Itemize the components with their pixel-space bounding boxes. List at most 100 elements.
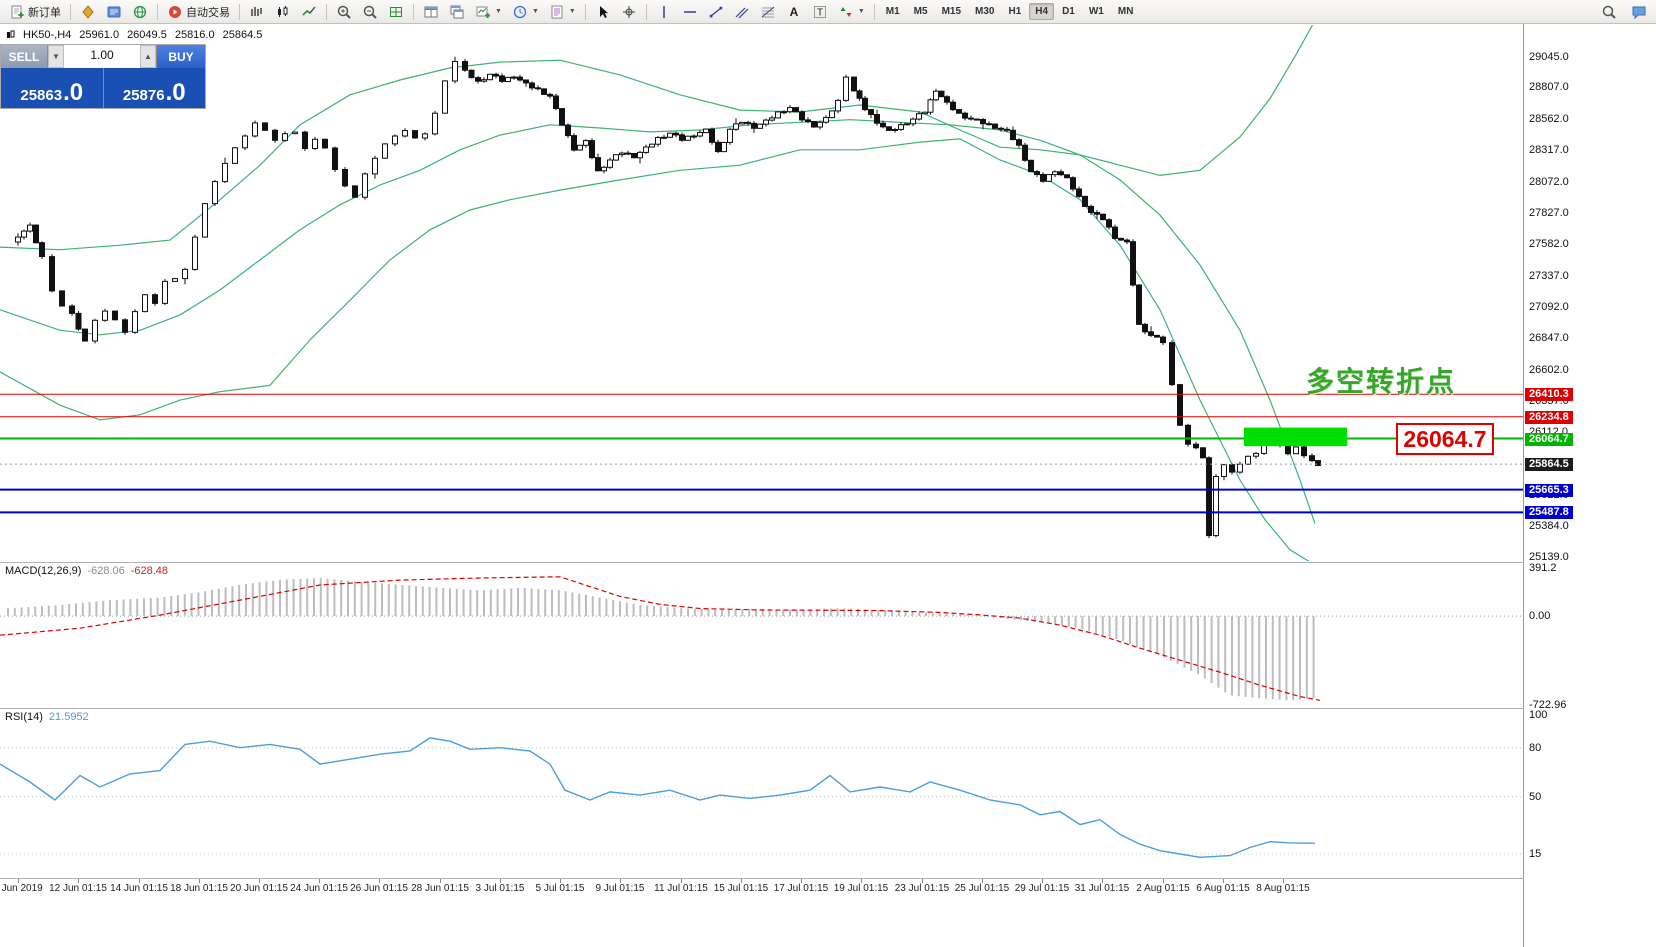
toolbar-separator [326,3,327,20]
time-axis-label: 25 Jul 01:15 [954,883,1010,894]
lot-size-value[interactable]: 1.00 [90,48,114,62]
highlight-rectangle[interactable] [1244,427,1347,447]
arrange-cascade-button[interactable] [445,1,469,23]
price-axis-label: 27092.0 [1529,301,1569,313]
line-chart-mode-button[interactable] [297,1,321,23]
price-axis[interactable]: 29045.0 28807.0 28562.0 28317.0 28072.0 27827… [1524,24,1656,947]
market-watch-button[interactable] [128,1,152,23]
arrange-tile-button[interactable] [419,1,443,23]
symbol-period-label: HK50-,H4 [23,29,72,41]
price-axis-label: 28562.0 [1529,112,1569,125]
timeframe-m5-button[interactable]: M5 [913,6,928,17]
timeframe-mn-button[interactable]: MN [1117,6,1134,17]
fibonacci-tool-button[interactable] [756,1,780,23]
toolbar-separator [413,3,414,20]
trendline-tool-button[interactable] [704,1,728,23]
time-axis-label: 14 Jun 01:15 [110,883,168,894]
lot-decrease-button[interactable]: ▼ [48,45,64,68]
autotrading-button-label: 自动交易 [186,6,230,19]
autotrading-button[interactable]: 自动交易 [163,1,234,23]
terminal-button[interactable] [102,1,126,23]
timeframe-m30-button[interactable]: M30 [975,6,995,17]
timeframe-m15-button[interactable]: M15 [941,6,962,17]
price-axis-label: 50 [1529,790,1542,803]
price-axis-label: 80 [1529,741,1542,754]
sell-button[interactable]: SELL [1,45,48,68]
time-axis-label: 12 Jun 01:15 [49,883,107,894]
timeframe-d1-button[interactable]: D1 [1062,6,1075,17]
price-tag[interactable]: 26234.8 [1525,410,1573,424]
time-axis-label: 18 Jun 01:15 [170,883,228,894]
time-axis-label: 31 Jul 01:15 [1074,883,1130,894]
price-tag[interactable]: 25487.8 [1525,506,1573,520]
arrows-tool-button[interactable]: ▼ [834,1,869,23]
chevron-down-icon[interactable]: ▼ [495,8,502,15]
timeframe-h1-button[interactable]: H1 [1008,6,1022,17]
chevron-down-icon[interactable]: ▼ [857,8,865,15]
time-axis-label: 28 Jun 01:15 [411,883,469,894]
price-tag[interactable]: 26410.3 [1525,388,1573,402]
vertical-line-tool-button[interactable] [652,1,676,23]
time-tick [922,879,923,883]
hline-icon [683,10,696,13]
sell-price-frac: .0 [63,79,84,106]
linechart-icon [302,6,316,16]
price-tag[interactable]: 26064.7 [1525,432,1573,446]
time-tick [1223,879,1224,883]
buy-button[interactable]: BUY [156,45,205,68]
ohlc-open: 25961.0 [79,29,120,41]
chevron-down-icon[interactable]: ▼ [568,8,576,15]
price-axis-label: 26602.0 [1529,363,1569,376]
new-order-button[interactable]: 新订单 [5,1,65,23]
indicators-button[interactable]: ▼ [545,1,580,23]
sell-price[interactable]: 25863 .0 [1,68,104,108]
channel-icon [735,7,749,18]
lot-increase-button[interactable]: ▲ [140,45,156,68]
zoom-out-icon [363,5,377,19]
crosshair-tool-button[interactable] [617,1,641,23]
toolbar: 新订单 自动交易 ▼ ▼ ▼ A T ▼ M1 M5 M15 M30 H1 H4 D1 W1 MN [0,0,1656,24]
candles-icon [278,5,288,17]
new-chart-button[interactable]: ▼ [471,1,506,23]
chart-canvas[interactable] [0,0,1523,947]
chart-text-annotation[interactable]: 多空转折点 [1306,366,1457,397]
profiles-button[interactable]: ▼ [508,1,543,23]
lot-size-field[interactable]: ▼ 1.00 ▲ [48,45,156,68]
chart-plus-icon [476,6,490,18]
timeframe-m1-button[interactable]: M1 [885,6,900,17]
bar-chart-mode-button[interactable] [245,1,269,23]
search-button[interactable] [1597,1,1621,23]
timeframe-h4-button[interactable]: H4 [1029,3,1055,20]
panel-separator[interactable] [0,562,1656,563]
time-tick [982,879,983,883]
toolbar-separator [157,3,158,20]
chat-button[interactable] [1627,1,1651,23]
candlesticks [15,56,1321,539]
buy-price[interactable]: 25876 .0 [104,68,206,108]
channel-tool-button[interactable] [730,1,754,23]
price-axis-label: 25139.0 [1529,551,1569,563]
timeframe-w1-button[interactable]: W1 [1088,6,1104,17]
zoom-out-button[interactable] [358,1,382,23]
tile-windows-button[interactable] [384,1,408,23]
navigator-button[interactable] [76,1,100,23]
cursor-tool-button[interactable] [591,1,615,23]
candlestick-mode-button[interactable] [271,1,295,23]
text-tool-button[interactable]: A [782,1,806,23]
buy-price-frac: .0 [165,79,186,106]
price-axis-label: 27582.0 [1529,238,1569,251]
time-axis-label: 17 Jul 01:15 [773,883,829,894]
horizontal-line-tool-button[interactable] [678,1,702,23]
price-tag[interactable]: 25665.3 [1525,483,1573,497]
chevron-down-icon[interactable]: ▼ [531,8,539,15]
zoom-in-button[interactable] [332,1,356,23]
panel-separator[interactable] [0,708,1656,709]
price-axis-label: 28807.0 [1529,81,1569,94]
time-tick [1102,879,1103,883]
time-axis-label: 5 Jul 01:15 [535,883,585,894]
price-callout-label[interactable]: 26064.7 [1396,423,1494,455]
label-tool-button[interactable]: T [808,1,832,23]
rsi-value: 21.5952 [48,711,89,723]
rsi-panel [0,737,1523,859]
